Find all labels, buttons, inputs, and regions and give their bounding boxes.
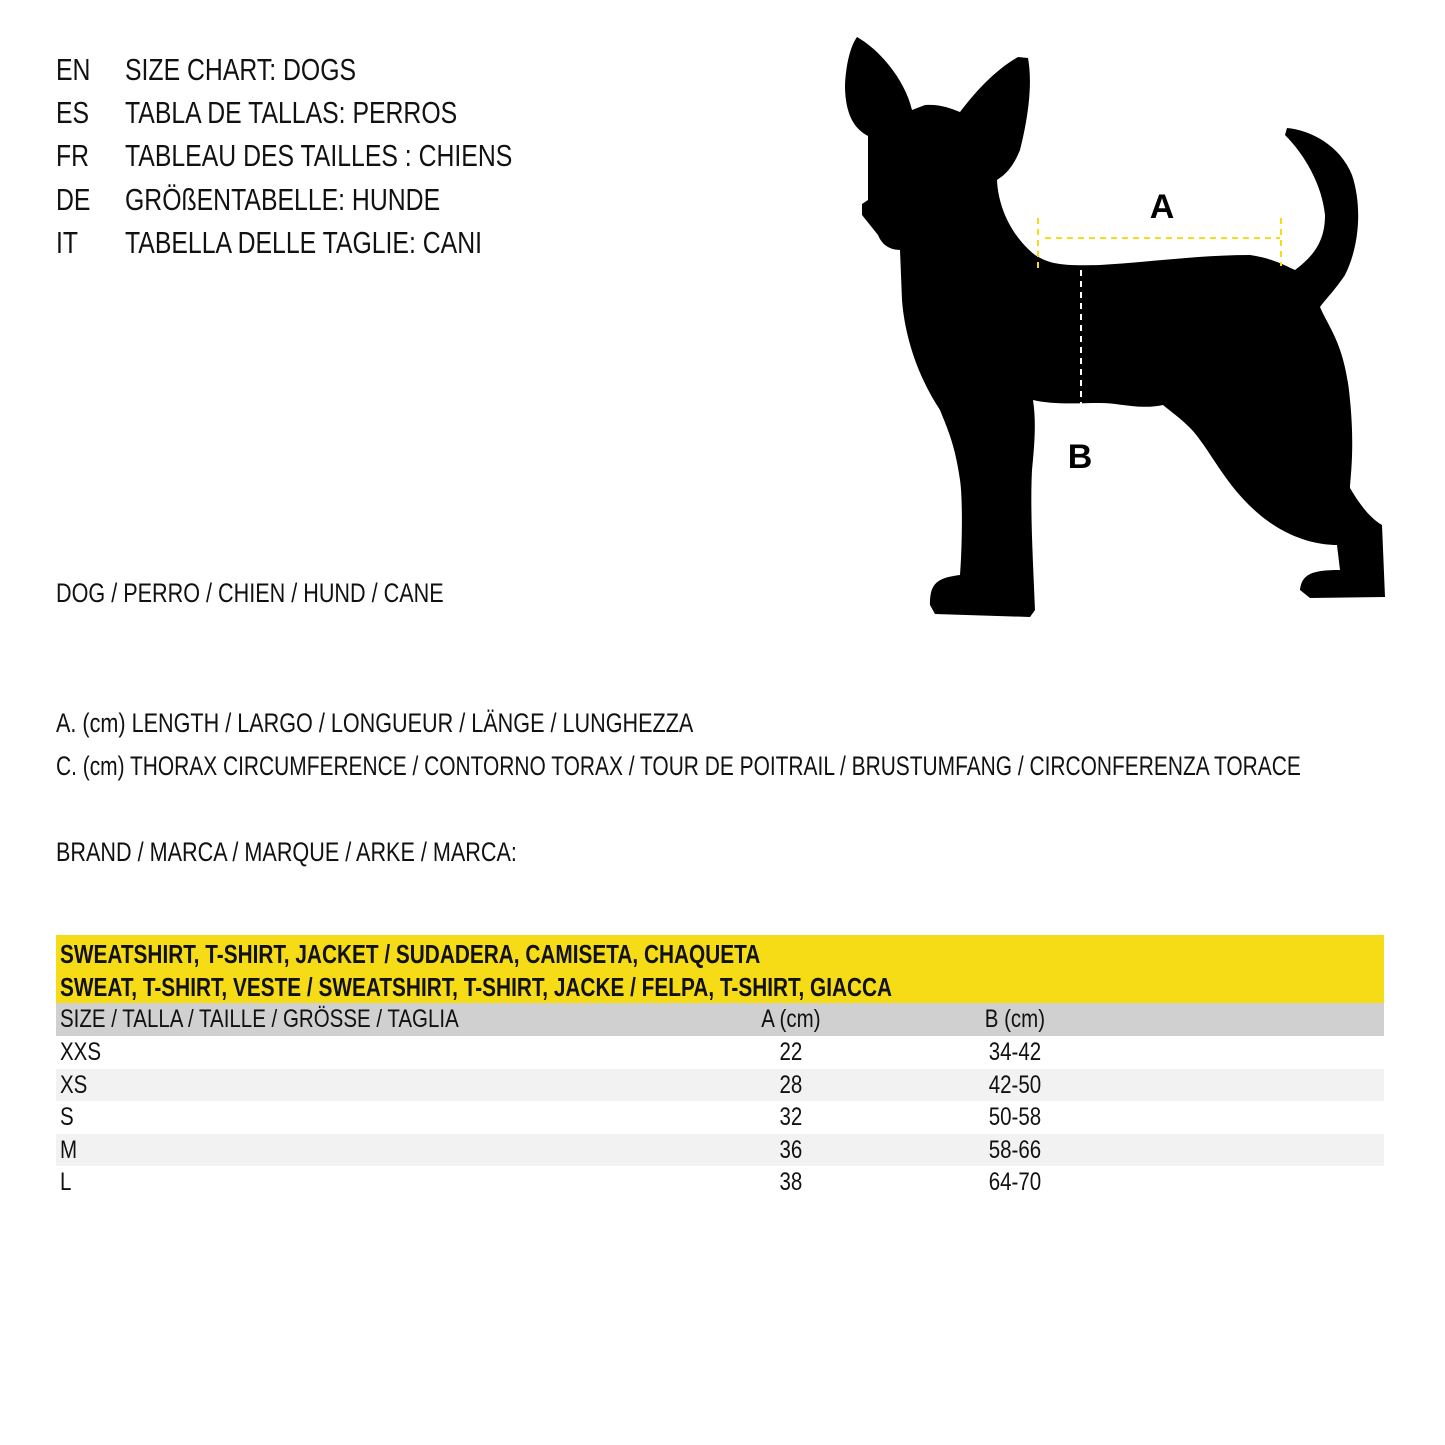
title-es: TABLA DE TALLAS: PERROS bbox=[125, 95, 458, 130]
cell-b: 42-50 bbox=[988, 1070, 1042, 1099]
cell-a: 38 bbox=[779, 1168, 803, 1196]
table-row: S 32 50-58 bbox=[56, 1101, 1384, 1134]
cell-size: L bbox=[60, 1168, 72, 1196]
label-a: A bbox=[1150, 188, 1175, 226]
cell-size: XXS bbox=[60, 1038, 102, 1066]
cell-size: XS bbox=[60, 1070, 88, 1099]
cell-a: 36 bbox=[779, 1135, 803, 1164]
title-en: SIZE CHART: DOGS bbox=[125, 52, 357, 87]
lang-code: EN bbox=[56, 52, 91, 87]
cell-b: 34-42 bbox=[988, 1038, 1042, 1066]
table-header: SIZE / TALLA / TAILLE / GRÖSSE / TAGLIA … bbox=[56, 1003, 1384, 1036]
cell-b: 64-70 bbox=[988, 1168, 1042, 1196]
title-fr: TABLEAU DES TAILLES : CHIENS bbox=[125, 138, 513, 173]
legend-a: A. (cm) LENGTH / LARGO / LONGUEUR / LÄNG… bbox=[56, 708, 694, 738]
lang-code: IT bbox=[56, 225, 79, 260]
lang-code: FR bbox=[56, 138, 90, 173]
title-it: TABELLA DELLE TAGLIE: CANI bbox=[125, 225, 482, 260]
table-row: M 36 58-66 bbox=[56, 1133, 1384, 1166]
label-b: B bbox=[1068, 438, 1093, 476]
cell-b: 50-58 bbox=[988, 1103, 1042, 1131]
header-b: B (cm) bbox=[984, 1005, 1046, 1033]
dog-silhouette bbox=[845, 37, 1385, 617]
title-de: GRÖßENTABELLE: HUNDE bbox=[125, 182, 441, 217]
table-title: SWEATSHIRT, T-SHIRT, JACKET / SUDADERA, … bbox=[56, 935, 1384, 1003]
table-row: XXS 22 34-42 bbox=[56, 1036, 1384, 1069]
lang-code: DE bbox=[56, 182, 91, 217]
cell-a: 32 bbox=[779, 1103, 803, 1131]
cell-a: 22 bbox=[779, 1038, 803, 1066]
cell-size: S bbox=[60, 1103, 74, 1131]
header-size: SIZE / TALLA / TAILLE / GRÖSSE / TAGLIA bbox=[60, 1005, 459, 1033]
animal-label: DOG / PERRO / CHIEN / HUND / CANE bbox=[56, 578, 444, 608]
table-title-line2: SWEAT, T-SHIRT, VESTE / SWEATSHIRT, T-SH… bbox=[60, 972, 893, 1002]
legend-c: C. (cm) THORAX CIRCUMFERENCE / CONTORNO … bbox=[56, 751, 1301, 781]
cell-a: 28 bbox=[779, 1070, 803, 1099]
table-row: L 38 64-70 bbox=[56, 1166, 1384, 1199]
brand-label: BRAND / MARCA / MARQUE / ARKE / MARCA: bbox=[56, 837, 517, 867]
header-a: A (cm) bbox=[761, 1005, 821, 1033]
lang-code: ES bbox=[56, 95, 90, 130]
cell-b: 58-66 bbox=[988, 1135, 1042, 1164]
table-row: XS 28 42-50 bbox=[56, 1068, 1384, 1101]
cell-size: M bbox=[60, 1135, 78, 1164]
dog-diagram: A B bbox=[845, 37, 1385, 617]
table-title-line1: SWEATSHIRT, T-SHIRT, JACKET / SUDADERA, … bbox=[60, 939, 761, 969]
